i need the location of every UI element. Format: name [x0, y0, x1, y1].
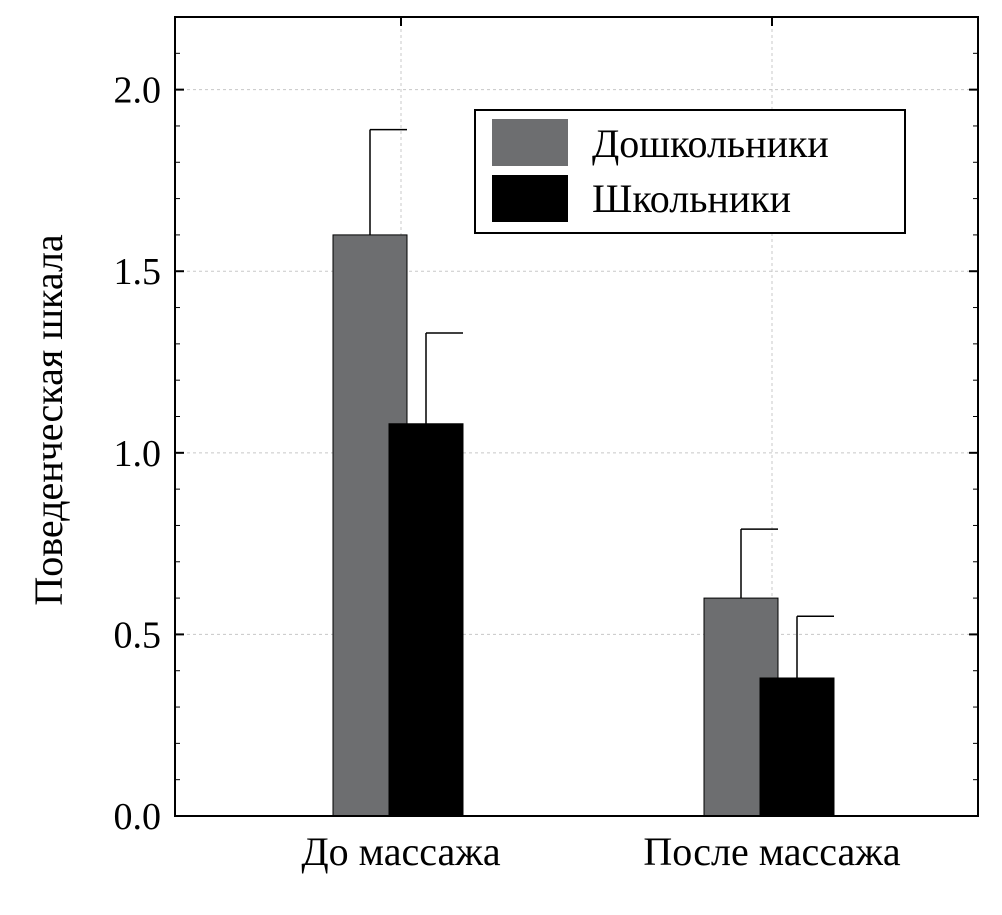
error-bars [369, 128, 834, 678]
y-tick-label-0: 0.0 [114, 796, 162, 838]
y-tick-label-2: 1.0 [114, 433, 162, 475]
y-tick-label-3: 1.5 [114, 251, 162, 293]
y-tick-label-1: 0.5 [114, 614, 162, 656]
bar-schoolchildren-0 [388, 423, 464, 817]
x-category-label-1: После массажа [643, 829, 901, 874]
legend-swatch-schoolchildren [492, 175, 568, 222]
legend-label-schoolchildren: Школьники [592, 176, 791, 221]
legend-label-preschoolers: Дошкольники [592, 121, 829, 166]
y-tick-label-4: 2.0 [114, 70, 162, 112]
legend: Дошкольники Школьники [474, 109, 906, 234]
bar-schoolchildren-1 [759, 677, 835, 817]
bars [332, 234, 835, 817]
x-category-label-0: До массажа [301, 829, 500, 874]
y-axis-ticks: 0.0 0.5 1.0 1.5 2.0 [114, 17, 978, 838]
y-axis-title: Поведенческая шкала [26, 234, 71, 606]
x-axis-categories: До массажа После массажа [301, 829, 900, 874]
legend-swatch-preschoolers [492, 119, 568, 166]
